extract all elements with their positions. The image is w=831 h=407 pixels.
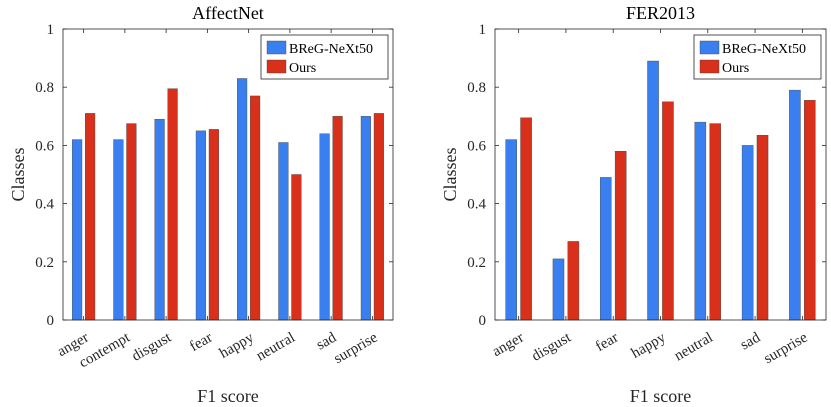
bar-ours-sad bbox=[756, 135, 769, 321]
bar-breg-neutral bbox=[278, 142, 289, 321]
x-tick-label-neutral: neutral bbox=[672, 330, 716, 365]
bar-breg-anger bbox=[505, 139, 517, 321]
legend: BReG-NeXt50 Ours bbox=[260, 34, 389, 80]
y-tick-label: 0.8 bbox=[35, 80, 54, 96]
legend-label-breg: BReG-NeXt50 bbox=[289, 42, 373, 57]
bar-breg-disgust bbox=[552, 258, 565, 321]
bar-ours-neutral bbox=[291, 174, 302, 321]
bar-ours-sad bbox=[332, 116, 343, 321]
bar-breg-disgust bbox=[154, 119, 165, 321]
y-axis-title: Classes bbox=[440, 148, 460, 202]
y-tick-label: 0 bbox=[47, 313, 55, 329]
bar-ours-happy bbox=[250, 95, 261, 321]
legend: BReG-NeXt50 Ours bbox=[693, 34, 822, 80]
bar-ours-anger bbox=[85, 113, 96, 321]
x-tick-label-disgust: disgust bbox=[529, 329, 575, 365]
x-axis-title: F1 score bbox=[197, 386, 259, 406]
bar-breg-sad bbox=[741, 145, 754, 321]
x-tick-label-surprise: surprise bbox=[331, 329, 380, 367]
y-tick-label: 0.8 bbox=[467, 80, 486, 96]
y-tick-label: 0.6 bbox=[35, 138, 54, 154]
chart-title: AffectNet bbox=[192, 3, 264, 23]
x-tick-label-neutral: neutral bbox=[254, 330, 298, 365]
x-tick-label-happy: happy bbox=[629, 329, 669, 361]
y-tick-label: 0.2 bbox=[35, 255, 54, 271]
bar-breg-neutral bbox=[694, 121, 707, 321]
bar-breg-fear bbox=[600, 177, 612, 321]
bar-ours-happy bbox=[662, 101, 674, 321]
bar-ours-fear bbox=[614, 151, 627, 321]
bar-ours-disgust bbox=[167, 88, 178, 321]
bar-breg-surprise bbox=[789, 89, 801, 321]
legend-swatch-breg bbox=[266, 40, 287, 55]
bar-ours-contempt bbox=[126, 123, 137, 321]
bar-ours-neutral bbox=[709, 123, 721, 321]
x-tick-label-fear: fear bbox=[187, 330, 215, 356]
y-tick-label: 0.4 bbox=[467, 197, 486, 213]
legend-swatch-ours bbox=[266, 59, 287, 74]
y-tick-label: 1 bbox=[479, 22, 487, 38]
x-tick-label-surprise: surprise bbox=[761, 329, 810, 367]
x-tick-label-fear: fear bbox=[593, 330, 621, 356]
y-axis-title: Classes bbox=[8, 148, 28, 202]
y-tick-label: 0.4 bbox=[35, 197, 54, 213]
chart-panel-2: 0 0.2 0.4 0.6 0.8 1 anger disgust fear happy neutr… bbox=[440, 3, 827, 406]
y-tick-label: 1 bbox=[47, 22, 55, 38]
bar-breg-anger bbox=[72, 139, 83, 321]
bar-breg-contempt bbox=[113, 139, 124, 321]
legend-label-ours: Ours bbox=[289, 61, 316, 76]
bar-ours-surprise bbox=[373, 113, 384, 321]
axes-frame bbox=[62, 28, 394, 321]
y-tick-label: 0 bbox=[479, 313, 487, 329]
bar-breg-fear bbox=[195, 130, 206, 321]
bar-breg-sad bbox=[319, 133, 330, 321]
legend-label-breg: BReG-NeXt50 bbox=[722, 42, 806, 57]
bar-breg-surprise bbox=[360, 116, 371, 321]
bar-breg-happy bbox=[237, 78, 248, 321]
x-tick-label-sad: sad bbox=[738, 329, 764, 353]
bar-ours-anger bbox=[520, 117, 532, 321]
chart-title: FER2013 bbox=[626, 3, 695, 23]
legend-swatch-breg bbox=[699, 40, 720, 55]
x-tick-label-anger: anger bbox=[490, 330, 527, 361]
x-tick-label-happy: happy bbox=[217, 329, 257, 361]
x-tick-label-disgust: disgust bbox=[129, 329, 175, 365]
legend-swatch-ours bbox=[699, 59, 720, 74]
bar-breg-happy bbox=[647, 60, 659, 321]
bar-ours-fear bbox=[208, 129, 219, 321]
bar-ours-surprise bbox=[804, 100, 816, 321]
y-tick-label: 0.6 bbox=[467, 138, 486, 154]
y-tick-label: 0.2 bbox=[467, 255, 486, 271]
x-axis-title: F1 score bbox=[630, 386, 692, 406]
bar-ours-disgust bbox=[567, 241, 580, 321]
legend-label-ours: Ours bbox=[722, 61, 749, 76]
